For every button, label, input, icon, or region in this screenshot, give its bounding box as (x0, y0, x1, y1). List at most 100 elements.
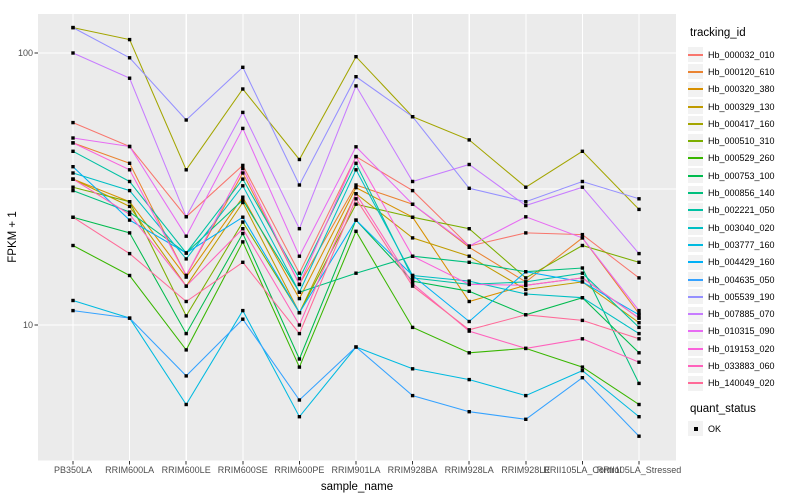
data-point (410, 367, 415, 371)
data-point (637, 360, 641, 364)
data-point (637, 381, 641, 386)
data-point (467, 289, 471, 293)
legend-key-swatch (688, 168, 703, 184)
data-point (297, 277, 302, 281)
y-axis-title: FPKM + 1 (7, 211, 19, 263)
data-point (637, 415, 641, 419)
data-point (71, 136, 75, 140)
legend-line-icon (688, 140, 703, 143)
legend-key-swatch (688, 341, 703, 357)
data-point (241, 65, 245, 69)
data-point (297, 311, 302, 315)
data-point (580, 266, 585, 270)
legend-key-swatch (688, 81, 703, 97)
data-point (184, 402, 188, 407)
data-point (297, 331, 302, 336)
data-point (297, 357, 302, 361)
data-point (524, 280, 528, 284)
legend-line-icon (688, 88, 703, 91)
data-point (524, 393, 528, 398)
legend-entry-Hb_140049_020: Hb_140049_020 (688, 375, 800, 392)
data-point (354, 183, 358, 187)
data-point (637, 402, 641, 407)
data-point (184, 118, 188, 122)
data-point (184, 273, 188, 278)
legend-label: Hb_000320_380 (708, 84, 775, 95)
data-point (354, 75, 358, 79)
legend-key-swatch (688, 306, 703, 322)
legend-entry-Hb_000753_100: Hb_000753_100 (688, 167, 800, 184)
legend-key-swatch (688, 289, 703, 305)
data-point (410, 188, 415, 193)
data-point (467, 319, 471, 324)
data-point (241, 87, 245, 91)
data-point (127, 179, 132, 184)
data-point (184, 314, 188, 318)
data-point (354, 84, 358, 88)
legend-entry-Hb_000032_010: Hb_000032_010 (688, 46, 800, 63)
legend-line-icon (688, 261, 703, 264)
legend-line-icon (688, 295, 703, 298)
legend-label: OK (708, 423, 722, 434)
data-point (467, 254, 471, 258)
data-point (297, 323, 302, 327)
legend-entry-Hb_033883_060: Hb_033883_060 (688, 357, 800, 374)
legend-entry-Hb_000320_380: Hb_000320_380 (688, 81, 800, 98)
legend-key-swatch (688, 254, 703, 270)
data-point (354, 168, 358, 172)
data-point (467, 410, 471, 414)
data-point (71, 25, 75, 30)
legend-line-icon (688, 157, 703, 160)
legend-entry-Hb_004635_050: Hb_004635_050 (688, 271, 800, 288)
data-point (580, 243, 585, 248)
data-point (297, 415, 302, 419)
data-point (410, 276, 415, 280)
data-point (241, 110, 245, 115)
data-point (127, 210, 132, 214)
data-point (354, 197, 358, 201)
x-tick-label: RRIM600PE (274, 465, 325, 475)
x-tick-label: RRIM600LE (161, 465, 211, 475)
data-point (241, 260, 245, 264)
legend-title-tracking-id: tracking_id (690, 27, 746, 39)
legend-key-swatch (688, 323, 703, 339)
legend-label: Hb_002221_050 (708, 205, 775, 216)
legend-key-swatch (688, 358, 703, 374)
data-point (354, 218, 358, 222)
legend-label: Hb_000510_310 (708, 136, 775, 147)
legend-title-quant-status: quant_status (690, 402, 756, 415)
legend-line-icon (688, 243, 703, 246)
legend-key-swatch (688, 150, 703, 166)
data-point (241, 231, 245, 236)
data-point (241, 163, 245, 168)
data-point (354, 145, 358, 149)
data-point (410, 115, 415, 119)
data-point (297, 398, 302, 402)
legend-entry-Hb_019153_020: Hb_019153_020 (688, 340, 800, 357)
data-point (297, 365, 302, 369)
data-point (127, 76, 132, 80)
data-point (71, 188, 75, 193)
legend-label: Hb_000417_160 (708, 118, 775, 129)
data-point (580, 376, 585, 380)
legend: tracking_id Hb_000032_010 Hb_000120_610 Hb… (688, 27, 800, 437)
data-point (580, 149, 585, 153)
data-point (467, 279, 471, 283)
data-point (410, 325, 415, 330)
legend-label: Hb_004429_160 (708, 257, 775, 268)
legend-label: Hb_140049_020 (708, 378, 775, 389)
legend-entry-Hb_002221_050: Hb_002221_050 (688, 202, 800, 219)
data-point (184, 215, 188, 219)
data-point (637, 207, 641, 212)
data-point (467, 351, 471, 355)
data-point (410, 236, 415, 240)
data-point (127, 316, 132, 320)
data-point (354, 154, 358, 159)
legend-key-swatch (688, 99, 703, 115)
legend-key-swatch (688, 64, 703, 80)
data-point (127, 168, 132, 172)
data-point (524, 231, 528, 235)
data-point (71, 149, 75, 153)
legend-label: Hb_033883_060 (708, 360, 775, 371)
